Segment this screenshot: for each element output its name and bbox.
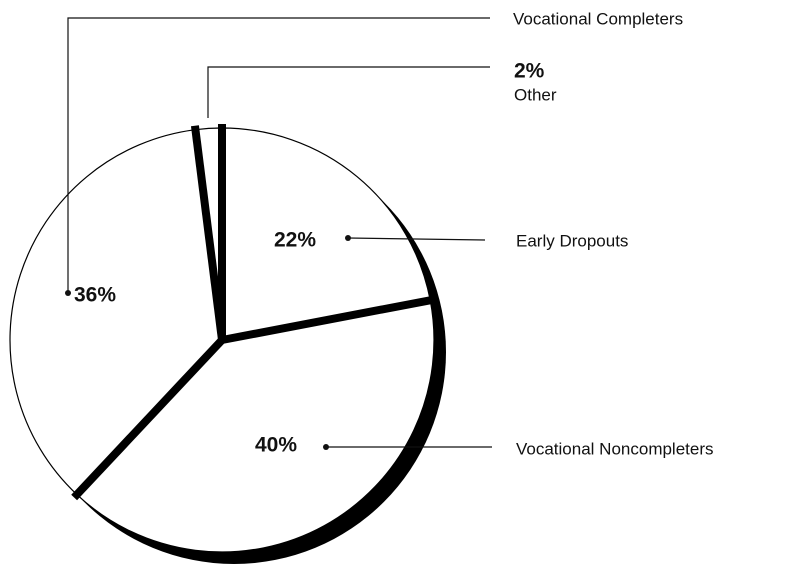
category-label: Other [514,85,557,104]
leader-line [207,66,490,118]
value-label: 40% [255,434,297,457]
value-label: 2% [514,60,545,83]
category-label: Vocational Completers [513,9,683,28]
leader-dot [65,290,71,296]
pie-slice [76,299,435,553]
slice-separator [190,125,226,341]
value-label: 22% [274,229,316,252]
slice-separator [71,337,225,501]
category-label: Vocational Noncompleters [516,439,714,458]
pie-slice [9,129,223,496]
value-label: 36% [74,284,116,307]
pie-slice [221,127,431,341]
pie [9,124,446,564]
leader-line [67,17,490,293]
leader-dot [345,235,351,241]
category-label: Early Dropouts [516,231,628,250]
leader-line [347,237,486,241]
slice-separator [221,295,435,344]
leader-dot [323,444,329,450]
